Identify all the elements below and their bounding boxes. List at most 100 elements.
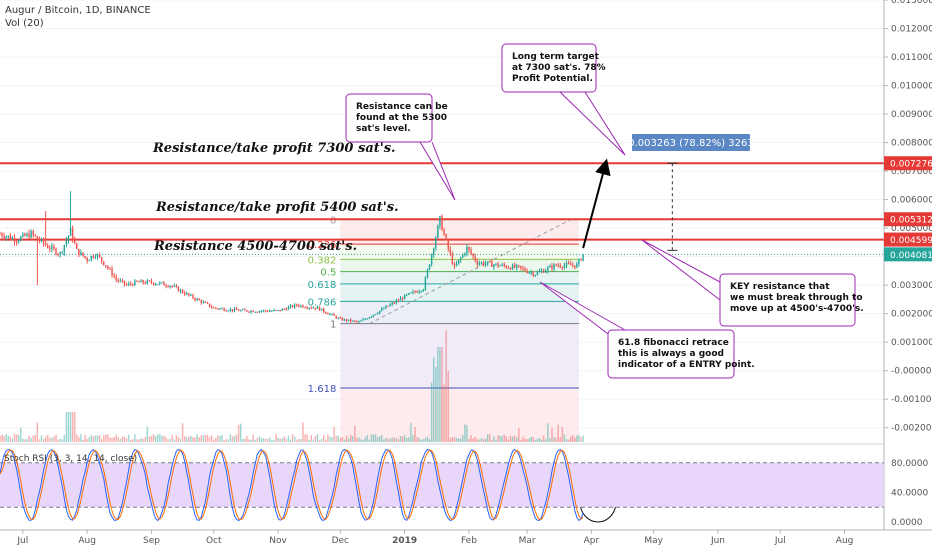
candle bbox=[161, 281, 163, 284]
volume-bar bbox=[387, 438, 389, 442]
candle bbox=[520, 265, 522, 271]
candle-body bbox=[385, 305, 387, 309]
volume-bar bbox=[123, 436, 126, 442]
candle-body bbox=[547, 267, 549, 271]
candle bbox=[530, 269, 532, 276]
volume-bar bbox=[489, 434, 491, 442]
volume-bar bbox=[410, 423, 412, 442]
time-tick-label: Jul bbox=[16, 536, 28, 546]
volume-bar bbox=[515, 437, 518, 442]
candle-body bbox=[22, 233, 24, 237]
volume-bar bbox=[397, 439, 400, 442]
volume-bar bbox=[393, 437, 395, 442]
candle bbox=[117, 278, 120, 283]
volume-bar bbox=[389, 438, 391, 442]
price-tick-label: 0.002000 bbox=[891, 310, 932, 320]
candle-body bbox=[24, 233, 26, 236]
volume-bar bbox=[1, 434, 3, 442]
price-badge bbox=[884, 156, 932, 171]
candle-body bbox=[266, 310, 269, 312]
candle-body bbox=[422, 289, 425, 291]
volume-bar bbox=[495, 439, 497, 442]
candle bbox=[235, 306, 238, 311]
callout-text: move up at 4500's-4700's. bbox=[730, 304, 864, 314]
candle bbox=[551, 262, 553, 272]
candle bbox=[364, 318, 366, 320]
volume-bar bbox=[262, 438, 265, 442]
candle-body bbox=[271, 310, 273, 312]
callout-box bbox=[501, 43, 597, 93]
fib-level-label: 0.236 bbox=[308, 240, 337, 251]
volume-bar bbox=[140, 438, 142, 442]
candle-body bbox=[518, 265, 520, 267]
candle bbox=[113, 273, 115, 279]
volume-bar bbox=[432, 357, 435, 442]
fib-level-label: 1 bbox=[330, 320, 336, 331]
candle bbox=[96, 253, 99, 260]
volume-bar bbox=[526, 439, 528, 442]
candle-body bbox=[464, 253, 466, 255]
candle bbox=[291, 304, 294, 309]
volume-bar bbox=[547, 423, 549, 442]
candle-body bbox=[291, 305, 294, 308]
volume-bar bbox=[55, 434, 57, 442]
price-tick-label: 0.007000 bbox=[891, 167, 932, 177]
callout-text: Resistance can be bbox=[356, 102, 448, 112]
candle bbox=[179, 288, 182, 294]
volume-bar bbox=[90, 434, 93, 442]
resistance-label: Resistance/take profit 7300 sat's. bbox=[152, 141, 396, 156]
candle bbox=[574, 265, 576, 270]
candle-body bbox=[298, 305, 300, 307]
volume-bar bbox=[497, 435, 499, 442]
candle bbox=[53, 243, 55, 251]
candle bbox=[395, 298, 398, 305]
candle bbox=[227, 310, 229, 312]
candle bbox=[370, 315, 373, 319]
candle bbox=[509, 267, 512, 271]
candle-body bbox=[370, 316, 373, 318]
candle bbox=[393, 301, 395, 305]
price-tick-label: 0.003000 bbox=[891, 281, 932, 291]
volume-bar bbox=[337, 435, 339, 442]
candle-body bbox=[78, 248, 80, 256]
resistance-label: Resistance/take profit 5400 sat's. bbox=[155, 200, 399, 215]
candle bbox=[532, 271, 535, 278]
candle bbox=[310, 306, 312, 310]
volume-bar bbox=[405, 437, 408, 442]
volume-bar bbox=[7, 435, 10, 442]
candle-body bbox=[449, 248, 452, 254]
volume-bar bbox=[333, 426, 335, 442]
volume-bar bbox=[92, 436, 95, 442]
candle-body bbox=[165, 285, 167, 287]
candle-body bbox=[285, 308, 288, 310]
candle-body bbox=[107, 266, 109, 269]
candle-body bbox=[115, 276, 117, 280]
candle bbox=[181, 289, 184, 294]
candle bbox=[559, 263, 562, 269]
time-tick-label: Feb bbox=[461, 536, 477, 546]
candle-body bbox=[242, 309, 244, 311]
candle bbox=[30, 229, 32, 239]
candle bbox=[177, 286, 180, 292]
candle bbox=[219, 307, 221, 311]
volume-bar bbox=[217, 435, 219, 442]
candle bbox=[542, 268, 545, 274]
volume-bar bbox=[304, 434, 306, 442]
candle-body bbox=[140, 280, 142, 283]
candle-body bbox=[399, 298, 402, 301]
candle-body bbox=[217, 308, 219, 310]
candle-body bbox=[368, 317, 371, 319]
volume-bar bbox=[582, 435, 584, 442]
volume-bar bbox=[244, 438, 246, 442]
candle-body bbox=[163, 282, 165, 286]
volume-bar bbox=[466, 425, 468, 442]
candle bbox=[403, 294, 406, 300]
callout-box bbox=[719, 273, 856, 327]
candle-body bbox=[347, 319, 350, 321]
candle-body bbox=[7, 235, 10, 237]
volume-bar bbox=[117, 437, 120, 442]
candle-body bbox=[501, 264, 503, 266]
candle-body bbox=[352, 320, 354, 322]
volume-bar bbox=[437, 347, 439, 442]
